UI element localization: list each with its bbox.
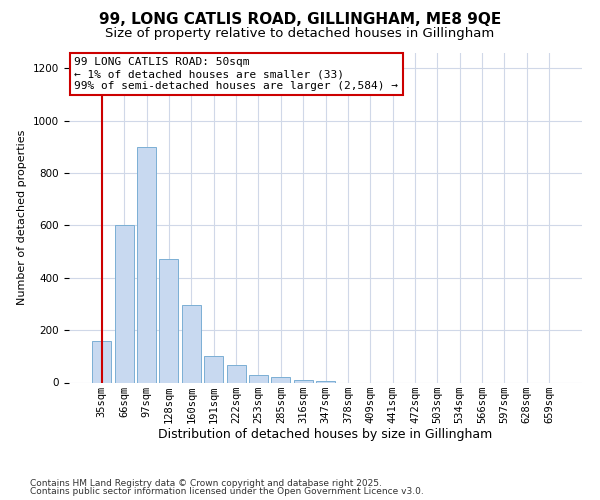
Bar xyxy=(115,226,134,382)
Bar xyxy=(271,378,290,382)
Bar xyxy=(316,381,335,382)
Bar xyxy=(137,147,156,382)
Text: 99 LONG CATLIS ROAD: 50sqm
← 1% of detached houses are smaller (33)
99% of semi-: 99 LONG CATLIS ROAD: 50sqm ← 1% of detac… xyxy=(74,58,398,90)
Bar xyxy=(182,305,201,382)
Bar xyxy=(227,366,245,382)
Bar xyxy=(204,356,223,382)
Bar xyxy=(293,380,313,382)
Y-axis label: Number of detached properties: Number of detached properties xyxy=(17,130,28,305)
Bar xyxy=(160,260,178,382)
X-axis label: Distribution of detached houses by size in Gillingham: Distribution of detached houses by size … xyxy=(158,428,493,442)
Text: Size of property relative to detached houses in Gillingham: Size of property relative to detached ho… xyxy=(106,28,494,40)
Text: 99, LONG CATLIS ROAD, GILLINGHAM, ME8 9QE: 99, LONG CATLIS ROAD, GILLINGHAM, ME8 9Q… xyxy=(99,12,501,28)
Bar xyxy=(249,374,268,382)
Text: Contains HM Land Registry data © Crown copyright and database right 2025.: Contains HM Land Registry data © Crown c… xyxy=(30,478,382,488)
Bar xyxy=(92,340,112,382)
Text: Contains public sector information licensed under the Open Government Licence v3: Contains public sector information licen… xyxy=(30,487,424,496)
